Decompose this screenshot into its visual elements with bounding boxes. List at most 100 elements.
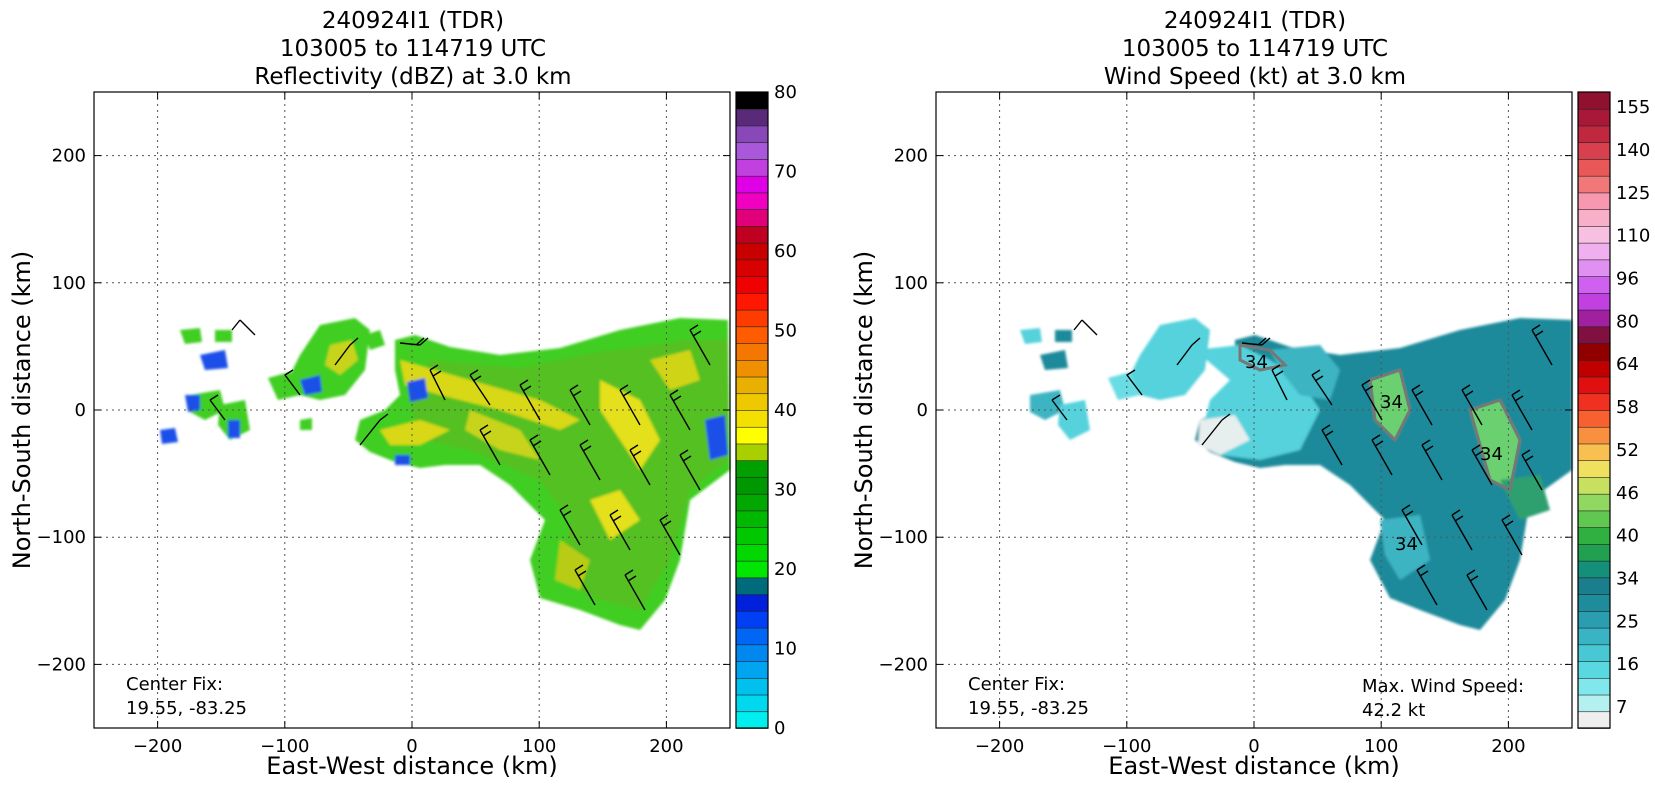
left-colorbar-label: 10 [774, 639, 797, 660]
right-colorbar-swatch [1577, 359, 1611, 378]
left-colorbar-label: 50 [774, 321, 797, 342]
right-title-line3: Wind Speed (kt) at 3.0 km [1104, 64, 1406, 90]
right-colorbar-label: 64 [1616, 354, 1639, 375]
left-colorbar-swatch [735, 660, 769, 679]
left-y-axis-label: North-South distance (km) [8, 251, 36, 570]
left-colorbar-label: 30 [774, 480, 797, 501]
right-xtick-label: 100 [1364, 736, 1398, 757]
left-center-fix-label: Center Fix: [126, 674, 223, 695]
left-xtick-label: 100 [522, 736, 556, 757]
right-y-axis-label: North-South distance (km) [850, 251, 878, 570]
left-colorbar-swatch [735, 225, 769, 244]
right-colorbar-label: 16 [1616, 654, 1639, 675]
left-colorbar-swatch [735, 644, 769, 662]
right-colorbar-label: 58 [1616, 397, 1639, 418]
right-colorbar-swatch [1577, 208, 1611, 227]
left-colorbar-swatch [735, 526, 769, 545]
left-ytick-label: −100 [37, 527, 86, 548]
left-colorbar-swatch [735, 91, 769, 110]
right-colorbar: 7 16 25 34 40 46 52 58 64 80 96 110 125 140 155 [1577, 91, 1650, 729]
left-ytick-label: 0 [75, 400, 86, 421]
left-colorbar-label: 20 [774, 559, 797, 580]
right-colorbar-swatch [1577, 543, 1611, 562]
right-colorbar-swatch [1577, 326, 1611, 344]
left-colorbar-swatch [735, 359, 769, 378]
left-x-axis-label: East-West distance (km) [266, 752, 557, 780]
right-colorbar-swatch [1577, 125, 1611, 144]
left-colorbar-swatch [735, 560, 769, 579]
right-contour-label-2: 34 [1480, 444, 1503, 465]
left-title-line3: Reflectivity (dBZ) at 3.0 km [254, 64, 571, 90]
right-center-fix-label: Center Fix: [968, 674, 1065, 695]
left-colorbar-swatch [735, 342, 769, 361]
right-contour-label-3: 34 [1245, 352, 1268, 373]
left-colorbar-swatch [735, 510, 769, 528]
left-colorbar-swatch [735, 677, 769, 696]
left-axis-ticks: −200 −100 0 100 200 −200 −100 0 100 200 [37, 92, 730, 757]
left-colorbar-swatch [735, 493, 769, 512]
left-colorbar-swatch [735, 175, 769, 194]
left-colorbar-swatch [735, 158, 769, 177]
right-colorbar-swatch [1577, 476, 1611, 495]
left-colorbar-label: 60 [774, 241, 797, 262]
right-gridlines [936, 92, 1572, 728]
right-xtick-label: 200 [1491, 736, 1525, 757]
right-colorbar-swatch [1577, 610, 1611, 629]
right-xtick-label: −200 [975, 736, 1024, 757]
left-ytick-label: −200 [37, 654, 86, 675]
right-colorbar-swatch [1577, 141, 1611, 160]
right-colorbar-swatch [1577, 108, 1611, 127]
right-x-axis-label: East-West distance (km) [1108, 752, 1399, 780]
left-colorbar-label: 80 [774, 82, 797, 103]
left-reflectivity-field [160, 318, 730, 630]
left-colorbar-swatch [735, 376, 769, 395]
left-colorbar: 0 10 20 30 40 50 60 70 80 [735, 82, 797, 739]
right-colorbar-swatch [1577, 376, 1611, 395]
right-title-line2: 103005 to 114719 UTC [1122, 36, 1388, 62]
right-colorbar-swatch [1577, 510, 1611, 528]
left-ytick-label: 200 [52, 146, 86, 167]
right-colorbar-swatch [1577, 694, 1611, 713]
left-colorbar-label: 40 [774, 400, 797, 421]
left-colorbar-swatch [735, 208, 769, 227]
right-colorbar-label: 110 [1616, 226, 1650, 247]
right-windspeed-field [1020, 318, 1572, 630]
right-colorbar-swatch [1577, 275, 1611, 294]
right-colorbar-label: 80 [1616, 311, 1639, 332]
left-xtick-label: 200 [649, 736, 683, 757]
left-gridlines [94, 92, 730, 728]
left-colorbar-swatch [735, 141, 769, 160]
left-colorbar-swatch [735, 242, 769, 261]
right-colorbar-swatch [1577, 91, 1611, 110]
left-colorbar-swatch [735, 409, 769, 428]
right-xtick-label: 0 [1248, 736, 1259, 757]
left-colorbar-swatch [735, 192, 769, 210]
left-colorbar-frame [735, 91, 769, 729]
right-ytick-label: 100 [894, 273, 928, 294]
left-title-line2: 103005 to 114719 UTC [280, 36, 546, 62]
left-center-fix-value: 19.55, -83.25 [126, 698, 247, 719]
right-colorbar-swatch [1577, 560, 1611, 579]
left-colorbar-swatch [735, 426, 769, 445]
right-colorbar-swatch [1577, 443, 1611, 462]
right-xtick-label: −100 [1102, 736, 1151, 757]
left-colorbar-swatch [735, 326, 769, 344]
right-center-fix-value: 19.55, -83.25 [968, 698, 1089, 719]
left-colorbar-swatch [735, 710, 769, 729]
right-colorbar-swatch [1577, 526, 1611, 545]
right-colorbar-swatch [1577, 577, 1611, 595]
left-colorbar-swatch [735, 259, 769, 277]
right-colorbar-label: 125 [1616, 183, 1650, 204]
right-colorbar-swatch [1577, 292, 1611, 311]
left-wind-barbs [209, 319, 711, 611]
right-panel: 240924I1 (TDR) 103005 to 114719 UTC Wind… [850, 8, 1650, 780]
left-colorbar-swatch [735, 459, 769, 478]
right-colorbar-swatch [1577, 259, 1611, 277]
left-colorbar-swatch [735, 694, 769, 713]
left-colorbar-label: 0 [774, 718, 785, 739]
right-colorbar-label: 34 [1616, 569, 1639, 590]
right-colorbar-swatch [1577, 175, 1611, 194]
right-colorbar-swatch [1577, 660, 1611, 679]
left-colorbar-swatch [735, 443, 769, 462]
